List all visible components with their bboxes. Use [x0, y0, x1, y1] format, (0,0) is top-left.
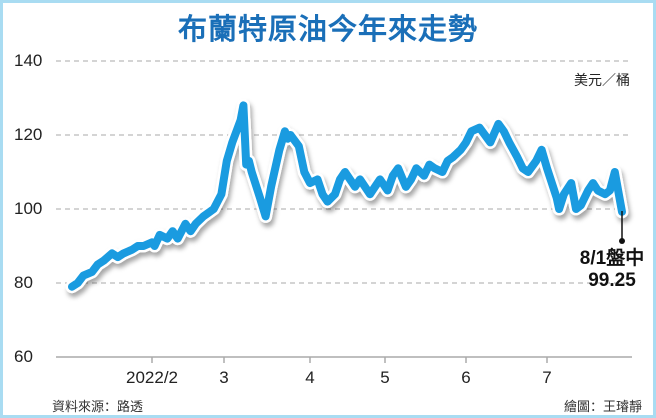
x-tick-feb: 2022/2 — [126, 368, 178, 387]
annotation-value: 99.25 — [588, 270, 636, 291]
x-tick-apr: 4 — [305, 368, 315, 387]
x-tick-marks — [151, 357, 548, 363]
y-tick-120: 120 — [14, 125, 43, 144]
series-line — [68, 101, 626, 291]
latest-value-annotation: 8/1盤中 99.25 — [567, 248, 656, 292]
x-tick-mar: 3 — [219, 368, 229, 387]
x-tick-jul: 7 — [542, 368, 552, 387]
gridlines — [56, 60, 632, 284]
y-tick-80: 80 — [14, 273, 33, 292]
y-tick-140: 140 — [14, 51, 43, 70]
y-tick-60: 60 — [14, 347, 33, 366]
annotation-dot — [619, 238, 625, 244]
credit-note: 繪圖：王璿靜 — [563, 400, 642, 415]
series-outline — [65, 98, 629, 294]
y-tick-100: 100 — [14, 199, 43, 218]
unit-label: 美元／桶 — [574, 73, 630, 89]
x-tick-jun: 6 — [461, 368, 471, 387]
chart-title: 布蘭特原油今年來走勢 — [177, 12, 478, 46]
source-note: 資料來源：路透 — [52, 400, 144, 415]
annotation-date: 8/1盤中 — [579, 248, 645, 269]
x-tick-may: 5 — [380, 368, 390, 387]
